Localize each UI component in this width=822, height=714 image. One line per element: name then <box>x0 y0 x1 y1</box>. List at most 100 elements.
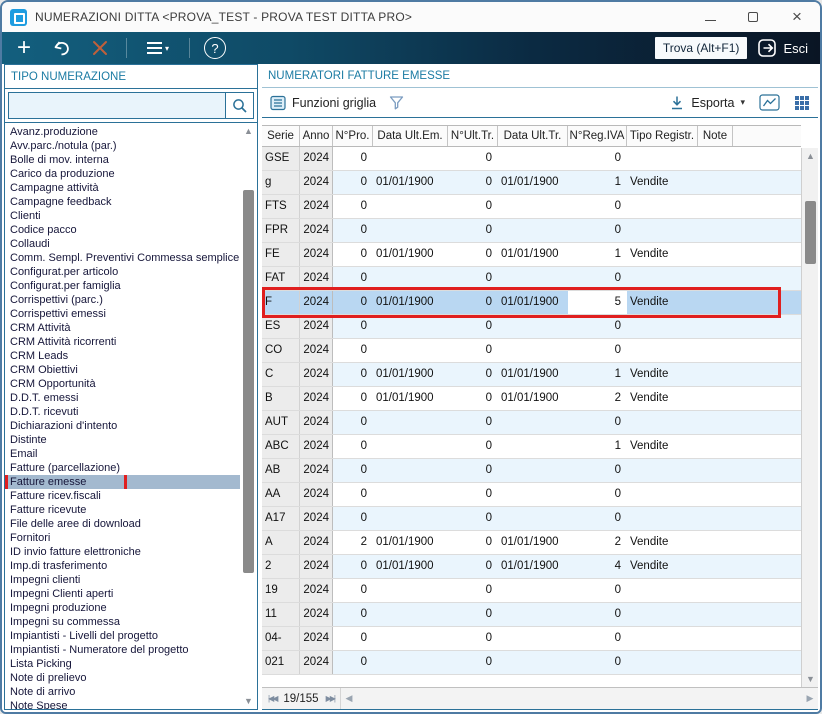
cell-note[interactable] <box>698 411 733 434</box>
cell-n-pro[interactable]: 0 <box>333 651 373 674</box>
cell-data-ult-tr[interactable]: 01/01/1900 <box>498 387 568 410</box>
list-item[interactable]: Collaudi <box>5 237 240 251</box>
cell-serie[interactable]: 04- <box>262 627 300 650</box>
cell-serie[interactable]: 2 <box>262 555 300 578</box>
cell-n-ult-tr[interactable]: 0 <box>448 459 498 482</box>
cell-serie[interactable]: 021 <box>262 651 300 674</box>
cell-serie[interactable]: AA <box>262 483 300 506</box>
cell-serie[interactable]: C <box>262 363 300 386</box>
cell-note[interactable] <box>698 219 733 242</box>
cell-n-reg-iva[interactable]: 0 <box>568 315 627 338</box>
cell-note[interactable] <box>698 387 733 410</box>
list-item[interactable]: Corrispettivi (parc.) <box>5 293 240 307</box>
cell-n-ult-tr[interactable]: 0 <box>448 435 498 458</box>
search-button[interactable] <box>225 93 253 118</box>
table-row[interactable]: AUT 2024 0 0 0 <box>262 411 801 435</box>
list-item[interactable]: Carico da produzione <box>5 167 240 181</box>
cell-n-reg-iva[interactable]: 4 <box>568 555 627 578</box>
cell-n-ult-tr[interactable]: 0 <box>448 219 498 242</box>
cell-anno[interactable]: 2024 <box>300 363 333 386</box>
scroll-right-icon[interactable]: ▶ <box>802 693 818 704</box>
cell-serie[interactable]: FAT <box>262 267 300 290</box>
cell-n-ult-tr[interactable]: 0 <box>448 411 498 434</box>
cell-data-ult-em[interactable] <box>373 411 448 434</box>
table-row[interactable]: 11 2024 0 0 0 <box>262 603 801 627</box>
cell-data-ult-em[interactable]: 01/01/1900 <box>373 531 448 554</box>
scrollbar-track[interactable] <box>357 688 802 709</box>
cell-data-ult-tr[interactable] <box>498 411 568 434</box>
cell-data-ult-tr[interactable]: 01/01/1900 <box>498 531 568 554</box>
cell-n-pro[interactable]: 0 <box>333 507 373 530</box>
horizontal-scrollbar[interactable]: ◀ ▶ <box>340 688 818 709</box>
cell-n-reg-iva[interactable]: 5 <box>568 291 627 314</box>
cell-note[interactable] <box>698 459 733 482</box>
cell-serie[interactable]: FE <box>262 243 300 266</box>
list-item[interactable]: Impegni clienti <box>5 573 240 587</box>
cell-anno[interactable]: 2024 <box>300 315 333 338</box>
cell-serie[interactable]: FPR <box>262 219 300 242</box>
cell-n-reg-iva[interactable]: 0 <box>568 579 627 602</box>
cell-n-pro[interactable]: 0 <box>333 555 373 578</box>
cell-anno[interactable]: 2024 <box>300 507 333 530</box>
table-row[interactable]: ES 2024 0 0 0 <box>262 315 801 339</box>
list-item[interactable]: Configurat.per famiglia <box>5 279 240 293</box>
cell-note[interactable] <box>698 651 733 674</box>
scroll-up-icon[interactable]: ▲ <box>240 123 257 139</box>
list-item[interactable]: Note di arrivo <box>5 685 240 699</box>
table-row[interactable]: 04- 2024 0 0 0 <box>262 627 801 651</box>
table-row[interactable]: C 2024 0 01/01/1900 0 01/01/1900 1 Vendi… <box>262 363 801 387</box>
column-header[interactable]: N°Pro. <box>333 126 373 146</box>
cell-note[interactable] <box>698 507 733 530</box>
cell-note[interactable] <box>698 363 733 386</box>
table-row[interactable]: ABC 2024 0 0 1 Vendite <box>262 435 801 459</box>
cell-n-pro[interactable]: 0 <box>333 267 373 290</box>
menu-icon[interactable]: ▾ <box>141 36 175 60</box>
table-row[interactable]: AB 2024 0 0 0 <box>262 459 801 483</box>
scroll-down-icon[interactable]: ▼ <box>240 693 257 709</box>
list-item[interactable]: Imp.di trasferimento <box>5 559 240 573</box>
cell-n-reg-iva[interactable]: 1 <box>568 435 627 458</box>
cell-tipo-registr[interactable] <box>627 339 698 362</box>
cell-n-pro[interactable]: 0 <box>333 363 373 386</box>
cell-data-ult-em[interactable] <box>373 315 448 338</box>
cell-anno[interactable]: 2024 <box>300 219 333 242</box>
column-header[interactable]: Data Ult.Tr. <box>498 126 568 146</box>
list-item[interactable]: File delle aree di download <box>5 517 240 531</box>
cell-note[interactable] <box>698 579 733 602</box>
cell-serie[interactable]: AB <box>262 459 300 482</box>
cell-n-ult-tr[interactable]: 0 <box>448 315 498 338</box>
list-item[interactable]: Comm. Sempl. Preventivi Commessa semplic… <box>5 251 240 265</box>
cell-serie[interactable]: ABC <box>262 435 300 458</box>
cell-note[interactable] <box>698 603 733 626</box>
table-row[interactable]: AA 2024 0 0 0 <box>262 483 801 507</box>
cell-n-reg-iva[interactable]: 1 <box>568 363 627 386</box>
list-item[interactable]: Impiantisti - Livelli del progetto <box>5 629 240 643</box>
cell-tipo-registr[interactable]: Vendite <box>627 531 698 554</box>
cell-n-pro[interactable]: 0 <box>333 459 373 482</box>
cell-n-pro[interactable]: 0 <box>333 171 373 194</box>
cell-tipo-registr[interactable]: Vendite <box>627 291 698 314</box>
cell-n-ult-tr[interactable]: 0 <box>448 651 498 674</box>
cell-n-ult-tr[interactable]: 0 <box>448 531 498 554</box>
cell-serie[interactable]: g <box>262 171 300 194</box>
cell-n-ult-tr[interactable]: 0 <box>448 147 498 170</box>
cell-data-ult-tr[interactable] <box>498 147 568 170</box>
cell-anno[interactable]: 2024 <box>300 171 333 194</box>
cell-anno[interactable]: 2024 <box>300 243 333 266</box>
cell-serie[interactable]: AUT <box>262 411 300 434</box>
cell-n-pro[interactable]: 0 <box>333 219 373 242</box>
table-row[interactable]: 021 2024 0 0 0 <box>262 651 801 675</box>
add-icon[interactable]: + <box>12 36 36 60</box>
cell-data-ult-em[interactable] <box>373 435 448 458</box>
cell-anno[interactable]: 2024 <box>300 483 333 506</box>
cell-anno[interactable]: 2024 <box>300 579 333 602</box>
cell-note[interactable] <box>698 171 733 194</box>
cell-anno[interactable]: 2024 <box>300 411 333 434</box>
list-item[interactable]: Configurat.per articolo <box>5 265 240 279</box>
cell-anno[interactable]: 2024 <box>300 603 333 626</box>
cell-note[interactable] <box>698 627 733 650</box>
list-item[interactable]: Fatture (parcellazione) <box>5 461 240 475</box>
cell-anno[interactable]: 2024 <box>300 531 333 554</box>
list-item[interactable]: ID invio fatture elettroniche <box>5 545 240 559</box>
list-item[interactable]: CRM Attività <box>5 321 240 335</box>
